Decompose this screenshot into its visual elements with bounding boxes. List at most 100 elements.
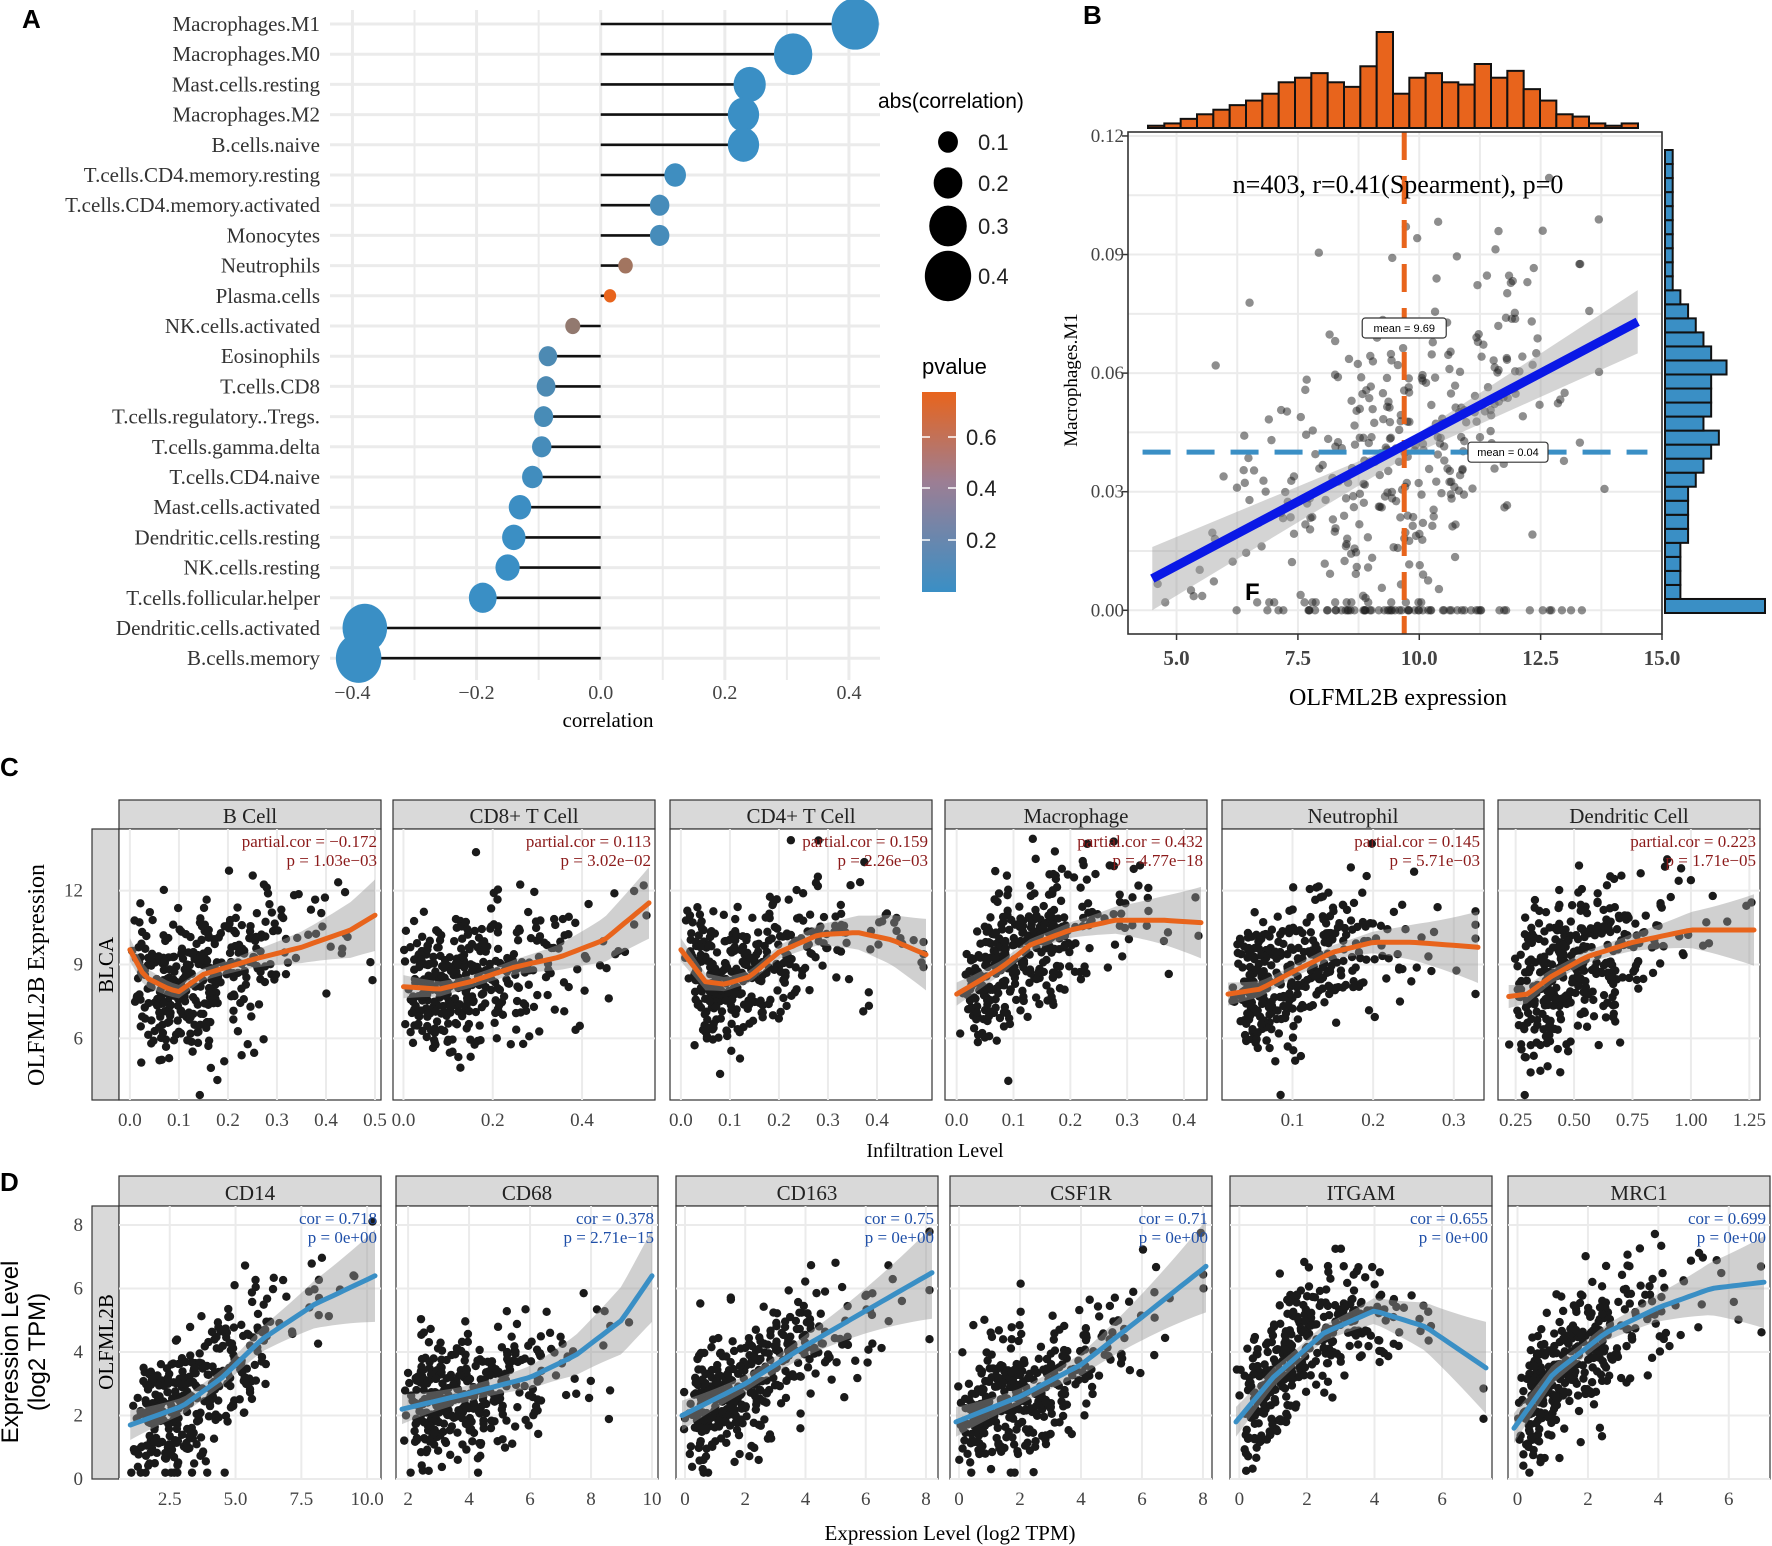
facet-point: [1366, 919, 1375, 928]
facet-x-tick-label: 0: [954, 1489, 964, 1510]
facet-point: [1079, 1331, 1088, 1340]
panel-b-point: [1321, 495, 1330, 505]
facet-point: [795, 1308, 804, 1317]
facet-point: [145, 907, 155, 917]
facet-point: [265, 1317, 275, 1326]
facet-point: [1017, 1417, 1027, 1427]
facet-point: [1081, 1324, 1091, 1333]
facet-point: [1009, 1440, 1019, 1449]
facet-point: [462, 1024, 471, 1033]
panel-b-point: [1434, 584, 1444, 594]
facet-point: [511, 970, 520, 980]
facet-point: [732, 1425, 742, 1434]
facet-point: [695, 942, 705, 952]
facet-point: [1376, 921, 1386, 931]
panel-b-point: [1279, 606, 1288, 615]
facet-x-tick-label: 0.2: [1058, 1110, 1082, 1131]
facet-point: [1320, 998, 1329, 1007]
facet-point: [213, 973, 223, 983]
facet-point: [480, 999, 490, 1008]
facet-point: [145, 1431, 154, 1441]
facet-point: [1358, 917, 1368, 927]
facet-point: [461, 986, 471, 995]
x-tick-label: 0.4: [836, 682, 861, 704]
facet-point: [925, 1335, 934, 1344]
facet-point: [527, 1337, 536, 1346]
facet-point: [833, 945, 842, 955]
facet-point: [1283, 1400, 1292, 1410]
facet-point: [1007, 1335, 1016, 1344]
facet-point: [1018, 986, 1027, 996]
facet-point: [1266, 1429, 1275, 1439]
lollipop-dot-nk-cells-activated: [565, 317, 581, 335]
facet-point: [147, 983, 156, 992]
facet-point: [322, 989, 331, 998]
facet-point: [1330, 1301, 1340, 1310]
facet-point: [194, 1027, 203, 1036]
top-histogram-bar: [1473, 63, 1492, 129]
facet-point: [796, 1372, 805, 1381]
facet-point: [1574, 888, 1583, 897]
facet-point: [1427, 966, 1436, 976]
facet-point: [419, 1328, 429, 1337]
facet-point: [431, 967, 440, 976]
facet-point: [1019, 1380, 1028, 1389]
facet-point: [1249, 1335, 1259, 1345]
facet-point: [440, 1436, 450, 1446]
top-histogram-bar: [1359, 65, 1378, 129]
facet-point: [1527, 923, 1536, 933]
facet-point: [1300, 936, 1310, 946]
facet-point: [1566, 917, 1576, 926]
panel-b-point: [1323, 434, 1333, 444]
facet-point: [1346, 916, 1356, 925]
panel-b-point: [1375, 470, 1384, 480]
facet-point: [1615, 1038, 1625, 1047]
panel-b-point: [1363, 563, 1373, 572]
facet-point: [995, 934, 1004, 943]
facet-point: [1538, 1009, 1547, 1019]
facet-point: [1267, 925, 1277, 934]
facet-point: [1272, 1359, 1282, 1368]
facet-point: [536, 1332, 546, 1341]
facet-point: [1662, 855, 1672, 864]
facet-point: [792, 985, 801, 994]
panel-b-point: [1433, 450, 1443, 459]
facet-point: [1526, 1040, 1535, 1050]
facet-point: [1025, 950, 1034, 959]
facet-point: [1312, 990, 1321, 999]
facet-point: [1241, 1466, 1251, 1476]
lollipop-dot-t-cells-follicular-helper: [468, 582, 497, 613]
panel-label-d: D: [0, 1167, 19, 1197]
facet-point: [1580, 944, 1589, 954]
top-histogram-bar: [1343, 85, 1362, 129]
facet-point: [412, 1436, 422, 1445]
facet-point: [773, 986, 782, 995]
facet-point: [993, 897, 1002, 907]
facet-point: [717, 1007, 727, 1016]
panel-b-point: [1311, 450, 1320, 459]
facet-point: [1546, 988, 1555, 997]
facet-x-tick-label: 0.5: [363, 1110, 387, 1131]
facet-point: [1079, 860, 1088, 870]
facet-point: [806, 1320, 815, 1329]
facet-point: [1039, 901, 1048, 911]
facet-point: [1018, 928, 1027, 938]
top-histogram-bar: [1163, 122, 1182, 130]
facet-point: [156, 1359, 166, 1369]
facet-point: [451, 914, 461, 924]
facet-point: [582, 954, 591, 963]
facet-point: [684, 974, 693, 983]
facet-point: [1479, 1384, 1488, 1393]
facet-point: [1536, 1457, 1545, 1467]
facet-point: [860, 857, 869, 867]
facet-point: [1118, 952, 1127, 961]
facet-point: [408, 1038, 418, 1048]
facet-point: [1031, 993, 1041, 1002]
facet-point: [524, 1391, 534, 1400]
category-label: B.cells.naive: [212, 133, 320, 157]
facet-point: [1424, 952, 1433, 961]
facet-x-tick-label: 4: [1370, 1489, 1380, 1510]
facet-point: [561, 1390, 571, 1400]
facet-point: [1109, 1317, 1118, 1326]
facet-point: [1036, 1342, 1046, 1351]
